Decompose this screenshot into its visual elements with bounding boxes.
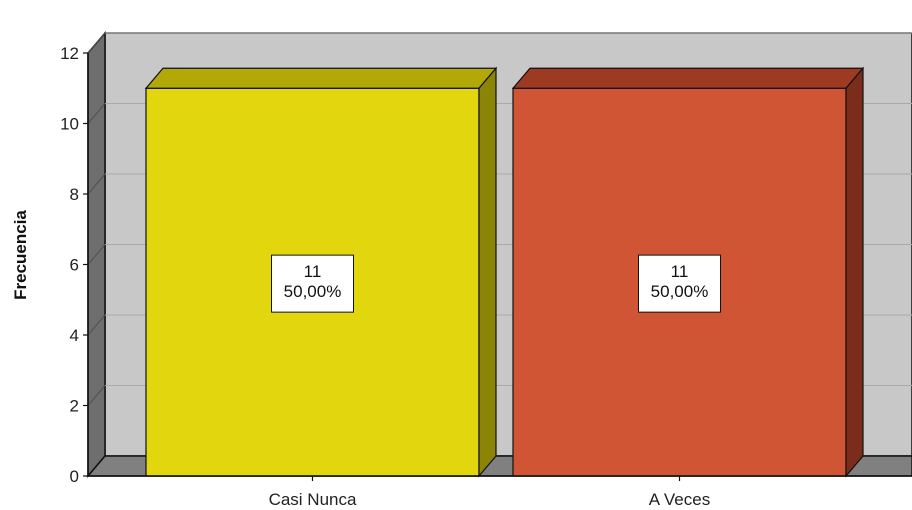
y-tick-label: 12 — [60, 44, 79, 63]
data-label-box — [638, 254, 721, 313]
y-tick-label: 2 — [70, 397, 79, 416]
y-axis-title: Frecuencia — [11, 210, 30, 300]
bar-side — [845, 66, 864, 478]
x-axis: Casi Nunca A Veces — [88, 475, 912, 509]
y-axis: 0 2 4 6 8 10 12 — [60, 44, 89, 486]
gridline-side — [87, 244, 106, 265]
gridline-side — [87, 103, 106, 124]
y-tick-label: 8 — [70, 185, 79, 204]
data-label-value: 11 — [671, 262, 689, 281]
gridline-side — [87, 385, 106, 406]
bar-side — [478, 66, 497, 478]
gridline-side — [87, 173, 106, 195]
gridline-side — [87, 314, 106, 336]
y-tick-label: 0 — [70, 467, 79, 486]
y-tick-label: 10 — [60, 115, 79, 134]
bar-top — [144, 67, 498, 89]
y-tick-label: 6 — [70, 256, 79, 275]
x-tick-label: A Veces — [649, 490, 710, 509]
data-label-percent: 50,00% — [651, 282, 709, 301]
gridline-side — [87, 32, 106, 54]
data-label-box — [271, 254, 354, 313]
x-tick-label: Casi Nunca — [269, 490, 357, 509]
bar-top — [511, 67, 865, 89]
data-label-percent: 50,00% — [284, 282, 342, 301]
data-label-value: 11 — [304, 262, 322, 281]
y-tick-label: 4 — [70, 326, 79, 345]
